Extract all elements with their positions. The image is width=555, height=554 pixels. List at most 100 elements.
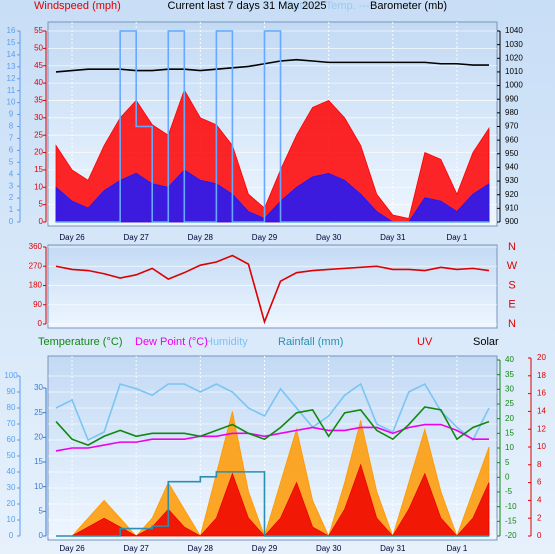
y2-axis-title: Barometer (mb) (370, 0, 447, 12)
tick-label: -20 (505, 531, 517, 540)
tick-label: 40 (505, 355, 514, 364)
tick-label: 0 (537, 531, 542, 540)
tick-label: 55 (34, 26, 43, 35)
tick-label: 35 (34, 96, 43, 105)
tick-label: 920 (505, 190, 519, 199)
tick-label: 8 (537, 460, 542, 469)
tick-label: 40 (34, 78, 43, 87)
tick-label: 1 (9, 205, 14, 214)
tick-label: 11 (7, 86, 16, 95)
tick-label: 970 (505, 122, 519, 131)
tick-label: 0 (9, 217, 14, 226)
tick-label: 7 (9, 134, 14, 143)
tick-label: 14 (537, 407, 546, 416)
tick-label: 80 (7, 403, 16, 412)
tick-label: 25 (34, 130, 43, 139)
chart-title: Current last 7 days 31 May 2025 (168, 0, 327, 12)
tick-label: 100 (4, 371, 18, 380)
tick-label: 8 (9, 122, 14, 131)
x-tick-label: Day 31 (380, 544, 406, 553)
legend-label: UV (417, 336, 433, 348)
tick-label: 20 (34, 432, 43, 441)
tick-label: 15 (34, 457, 43, 466)
x-tick-label: Day 1 (446, 544, 467, 553)
series-area (56, 411, 490, 538)
series-area (56, 463, 490, 537)
tick-label: 1040 (505, 26, 523, 35)
tick-label: 60 (7, 435, 16, 444)
tick-label: 6 (537, 478, 542, 487)
tick-label: 9 (9, 110, 14, 119)
tick-label: 25 (34, 408, 43, 417)
tick-label: 20 (34, 148, 43, 157)
tick-label: 2 (537, 513, 542, 522)
tick-label: 10 (505, 443, 514, 452)
tick-label: 15 (34, 165, 43, 174)
tick-label: N (508, 318, 516, 330)
tick-label: 360 (29, 242, 43, 251)
tick-label: 5 (39, 200, 44, 209)
tick-label: 30 (34, 383, 43, 392)
tick-label: 1010 (505, 67, 523, 76)
x-tick-label: Day 26 (59, 544, 85, 553)
tick-label: 5 (39, 506, 44, 515)
x-tick-label: Day 31 (380, 233, 406, 242)
legend-label: Rainfall (mm) (278, 336, 343, 348)
tick-label: 960 (505, 135, 519, 144)
tick-label: 270 (29, 261, 43, 270)
tick-label: 50 (34, 43, 43, 52)
tick-label: 50 (7, 451, 16, 460)
legend-label: Temperature (°C) (38, 336, 122, 348)
tick-label: 16 (7, 26, 16, 35)
tick-label: 70 (7, 419, 16, 428)
series-line (55, 406, 490, 446)
tick-label: S (508, 279, 515, 291)
tick-label: 10 (34, 482, 43, 491)
tick-label: 16 (537, 389, 546, 398)
y-axis-title: Windspeed (mph) (34, 0, 121, 12)
tick-label: 900 (505, 217, 519, 226)
tick-label: 15 (7, 38, 16, 47)
tick-label: 90 (33, 300, 42, 309)
x-tick-label: Day 30 (316, 544, 342, 553)
tick-label: 0 (38, 319, 43, 328)
legend-label: Humidity (205, 336, 248, 348)
tick-label: 10 (7, 515, 16, 524)
series-line (56, 471, 489, 537)
tick-label: 20 (7, 499, 16, 508)
tick-label: 25 (505, 399, 514, 408)
tick-label: 5 (505, 458, 510, 467)
tick-label: 90 (7, 387, 16, 396)
tick-label: 6 (9, 145, 14, 154)
x-tick-label: Day 28 (188, 544, 214, 553)
tick-label: 2 (9, 193, 14, 202)
tick-label: W (507, 260, 518, 272)
tick-label: 4 (9, 169, 14, 178)
plot-area (47, 244, 498, 329)
tick-label: 20 (537, 353, 546, 362)
tick-label: 20 (505, 414, 514, 423)
series-area (55, 169, 490, 223)
tick-label: 13 (7, 62, 16, 71)
tick-label: 1030 (505, 40, 523, 49)
tick-label: 18 (537, 371, 546, 380)
tick-label: 940 (505, 163, 519, 172)
tick-label: N (508, 241, 516, 253)
tick-label: 0 (39, 531, 44, 540)
series-line (55, 382, 490, 442)
tick-label: 3 (9, 181, 14, 190)
x-tick-label: Day 26 (59, 233, 85, 242)
tick-label: 45 (34, 61, 43, 70)
x-tick-label: Day 27 (124, 544, 150, 553)
x-tick-label: Day 1 (446, 233, 467, 242)
tick-label: 14 (7, 50, 16, 59)
tick-label: 10 (34, 182, 43, 191)
tick-label: 1000 (505, 81, 523, 90)
tick-label: 40 (7, 467, 16, 476)
legend-label: Solar (473, 336, 499, 348)
tick-label: 30 (505, 384, 514, 393)
series-line (55, 58, 489, 73)
tick-label: -10 (505, 502, 517, 511)
